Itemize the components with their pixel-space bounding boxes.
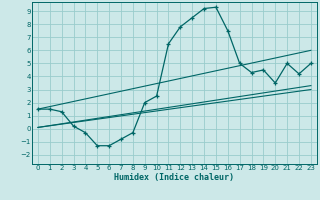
X-axis label: Humidex (Indice chaleur): Humidex (Indice chaleur) <box>115 173 234 182</box>
